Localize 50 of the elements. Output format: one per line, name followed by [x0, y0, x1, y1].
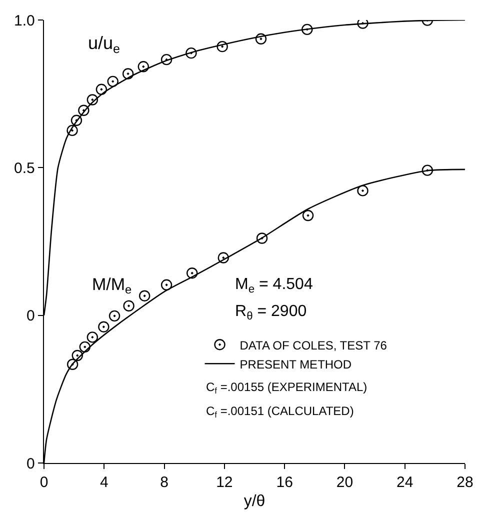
x-tick-label: 20: [336, 474, 354, 492]
point: [70, 114, 82, 126]
legend-label: PRESENT METHOD: [240, 357, 352, 372]
x-tick-label: 8: [160, 474, 168, 492]
point: [357, 185, 368, 196]
x-tick-label: 24: [396, 474, 414, 492]
point: [138, 61, 149, 72]
point: [123, 300, 134, 312]
point: [256, 232, 268, 244]
point: [160, 54, 172, 66]
annotation: M/M$_{e}$: [92, 275, 132, 297]
x-tick-label: 16: [276, 474, 293, 492]
point: [66, 124, 78, 136]
y-tick-label: 1.0: [14, 12, 35, 30]
point: [108, 310, 120, 322]
annotation: C$_{f}$ =.00151 (CALCULATED): [206, 404, 354, 420]
point: [255, 33, 267, 44]
point: [302, 24, 313, 36]
annotation: u/u$_{e}$: [88, 33, 120, 56]
point: [72, 350, 83, 362]
point: [66, 358, 78, 370]
x-tick-label: 0: [40, 474, 48, 492]
point: [186, 268, 198, 279]
point: [86, 94, 98, 106]
x-tick-label: 28: [456, 474, 474, 492]
point: [422, 164, 434, 176]
point: [107, 76, 118, 88]
point: [302, 210, 314, 222]
annotation: M$_{e}$ = 4.504: [235, 276, 313, 296]
point: [86, 332, 98, 343]
point: [78, 104, 90, 116]
annotation: R$_{θ}$ = 2900: [235, 303, 307, 322]
point: [79, 341, 90, 353]
point: [122, 68, 134, 80]
x-tick-label: 12: [216, 474, 233, 492]
x-tick-label: 4: [100, 474, 108, 492]
y-tick-label: 0: [26, 455, 35, 472]
point: [98, 321, 110, 332]
point: [186, 47, 197, 59]
point: [218, 252, 229, 264]
point: [357, 20, 368, 29]
point: [138, 290, 150, 302]
x-axis-title: y/θ: [244, 492, 266, 510]
point: [216, 40, 228, 52]
y-tick-label: 0: [26, 308, 35, 325]
point: [160, 279, 172, 291]
legend-label: DATA OF COLES, TEST 76: [240, 338, 388, 352]
y-tick-label: 0.5: [14, 160, 35, 177]
annotation: C$_{f}$ =.00155 (EXPERIMENTAL): [206, 380, 368, 396]
point: [96, 84, 108, 95]
